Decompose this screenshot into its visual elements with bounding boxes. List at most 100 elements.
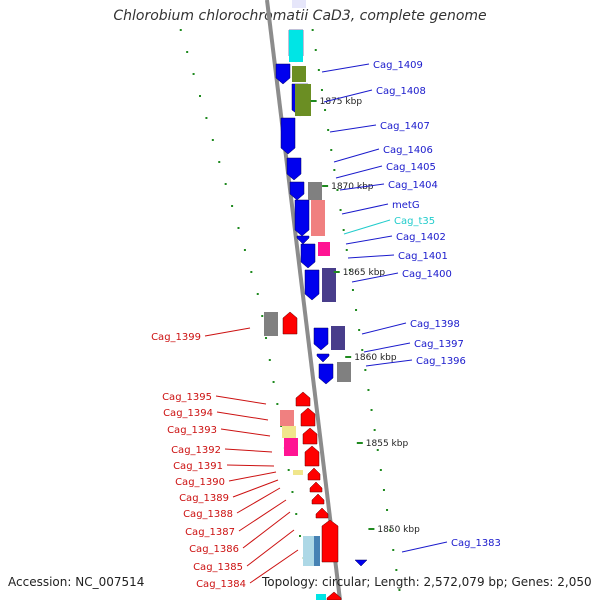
leader-left-11	[242, 511, 291, 549]
forward-gene-7	[294, 199, 310, 237]
leader-left-6	[226, 464, 275, 467]
leader-right-5	[335, 165, 383, 179]
leader-right-3	[329, 124, 377, 133]
leader-right-1	[321, 63, 370, 73]
leader-right-10	[347, 254, 395, 259]
cog-box-reverse-8	[316, 594, 326, 600]
leader-left-3	[216, 411, 269, 421]
gene-label-Cag_1395: Cag_1395	[162, 392, 212, 403]
gene-label-Cag_1392: Cag_1392	[171, 445, 221, 456]
scale-label-1: 1875 kbp	[320, 97, 363, 107]
leader-left-12	[246, 529, 295, 567]
cog-box-forward-4	[308, 182, 322, 200]
gene-label-Cag_1391: Cag_1391	[173, 461, 223, 472]
map-title: Chlorobium chlorochromatii CaD3, complet…	[113, 8, 487, 24]
leader-right-6	[339, 183, 385, 191]
leader-left-2	[215, 395, 267, 405]
gene-label-Cag_1397: Cag_1397	[414, 339, 464, 350]
leader-right-13	[363, 342, 411, 353]
reverse-gene-2	[295, 391, 311, 407]
gene-label-Cag_1405: Cag_1405	[386, 162, 436, 173]
scale-label-3: 1865 kbp	[343, 268, 386, 278]
cog-box-reverse-1	[264, 312, 278, 336]
forward-gene-12	[316, 353, 330, 363]
gene-label-metG: metG	[392, 200, 420, 211]
leader-left-9	[236, 487, 281, 514]
cog-box-forward-1	[289, 30, 303, 62]
forward-gene-8	[296, 235, 310, 245]
leader-right-2	[323, 89, 373, 103]
forward-gene-6	[289, 181, 305, 201]
forward-gene-11	[313, 327, 329, 351]
reverse-gene-11	[326, 591, 342, 600]
leader-right-8	[343, 219, 391, 235]
genome-backbone	[265, 0, 342, 600]
leader-left-1	[204, 327, 251, 337]
gene-label-Cag_1396: Cag_1396	[416, 356, 466, 367]
reverse-gene-9	[315, 507, 329, 519]
reverse-gene-1	[282, 311, 298, 335]
gene-label-Cag_1384: Cag_1384	[196, 579, 246, 590]
gene-label-Cag_1385: Cag_1385	[193, 562, 243, 573]
gene-label-Cag_1398: Cag_1398	[410, 319, 460, 330]
forward-gene-9	[300, 243, 316, 269]
scale-label-2: 1870 kbp	[331, 182, 374, 192]
topology-text: Topology: circular; Length: 2,572,079 bp…	[262, 575, 592, 589]
scale-label-4: 1860 kbp	[354, 353, 397, 363]
gene-label-Cag_1390: Cag_1390	[175, 477, 225, 488]
gene-label-Cag_1402: Cag_1402	[396, 232, 446, 243]
leader-left-8	[232, 479, 279, 498]
reverse-gene-6	[307, 467, 321, 481]
cog-box-reverse-4	[284, 438, 298, 456]
leader-right-7	[341, 203, 389, 215]
forward-gene-4	[280, 117, 296, 155]
cog-box-reverse-2	[280, 410, 294, 426]
cog-box-reverse-6	[303, 536, 317, 566]
leader-right-12	[361, 322, 407, 335]
cog-box-reverse-7	[314, 536, 320, 566]
reverse-gene-3	[300, 407, 316, 427]
forward-gene-14	[354, 559, 368, 567]
cog-box-forward-3	[295, 84, 311, 116]
leader-left-5	[224, 448, 273, 453]
gene-label-Cag_1404: Cag_1404	[388, 180, 438, 191]
leader-right-14	[365, 359, 413, 367]
gene-label-Cag_1389: Cag_1389	[179, 493, 229, 504]
cog-box-forward-8	[331, 326, 345, 350]
leader-right-15	[401, 541, 448, 553]
scale-label-5: 1855 kbp	[366, 439, 409, 449]
gene-label-Cag_1409: Cag_1409	[373, 60, 423, 71]
gene-label-Cag_1400: Cag_1400	[402, 269, 452, 280]
gene-label-Cag_1388: Cag_1388	[183, 509, 233, 520]
cog-box-forward-6	[318, 242, 330, 256]
leader-left-13	[249, 549, 299, 584]
scale-label-6: 1850 kbp	[377, 525, 420, 535]
gene-label-Cag_1394: Cag_1394	[163, 408, 213, 419]
forward-gene-10	[304, 269, 320, 301]
leader-right-11	[351, 272, 399, 283]
gene-label-Cag_t35: Cag_t35	[394, 216, 435, 227]
leader-left-7	[228, 471, 277, 482]
accession-text: Accession: NC_007514	[8, 575, 145, 589]
gene-label-Cag_1401: Cag_1401	[398, 251, 448, 262]
gene-label-Cag_1408: Cag_1408	[376, 86, 426, 97]
gene-label-Cag_1386: Cag_1386	[189, 544, 239, 555]
cog-box-forward-7	[322, 268, 336, 302]
gene-label-Cag_1399: Cag_1399	[151, 332, 201, 343]
reverse-gene-10	[321, 519, 339, 563]
reverse-gene-4	[302, 427, 318, 445]
gene-label-Cag_1393: Cag_1393	[167, 425, 217, 436]
reverse-gene-7	[309, 481, 323, 493]
leader-left-10	[238, 499, 287, 532]
cog-box-reverse-5	[293, 470, 303, 475]
forward-gene-5	[286, 157, 302, 181]
reverse-gene-5	[304, 445, 320, 467]
gene-label-Cag_1407: Cag_1407	[380, 121, 430, 132]
leader-left-4	[220, 428, 271, 437]
leader-right-4	[333, 148, 380, 163]
forward-gene-13	[318, 363, 334, 385]
cog-box-reverse-3	[282, 426, 296, 438]
cog-box-forward-9	[337, 362, 351, 382]
